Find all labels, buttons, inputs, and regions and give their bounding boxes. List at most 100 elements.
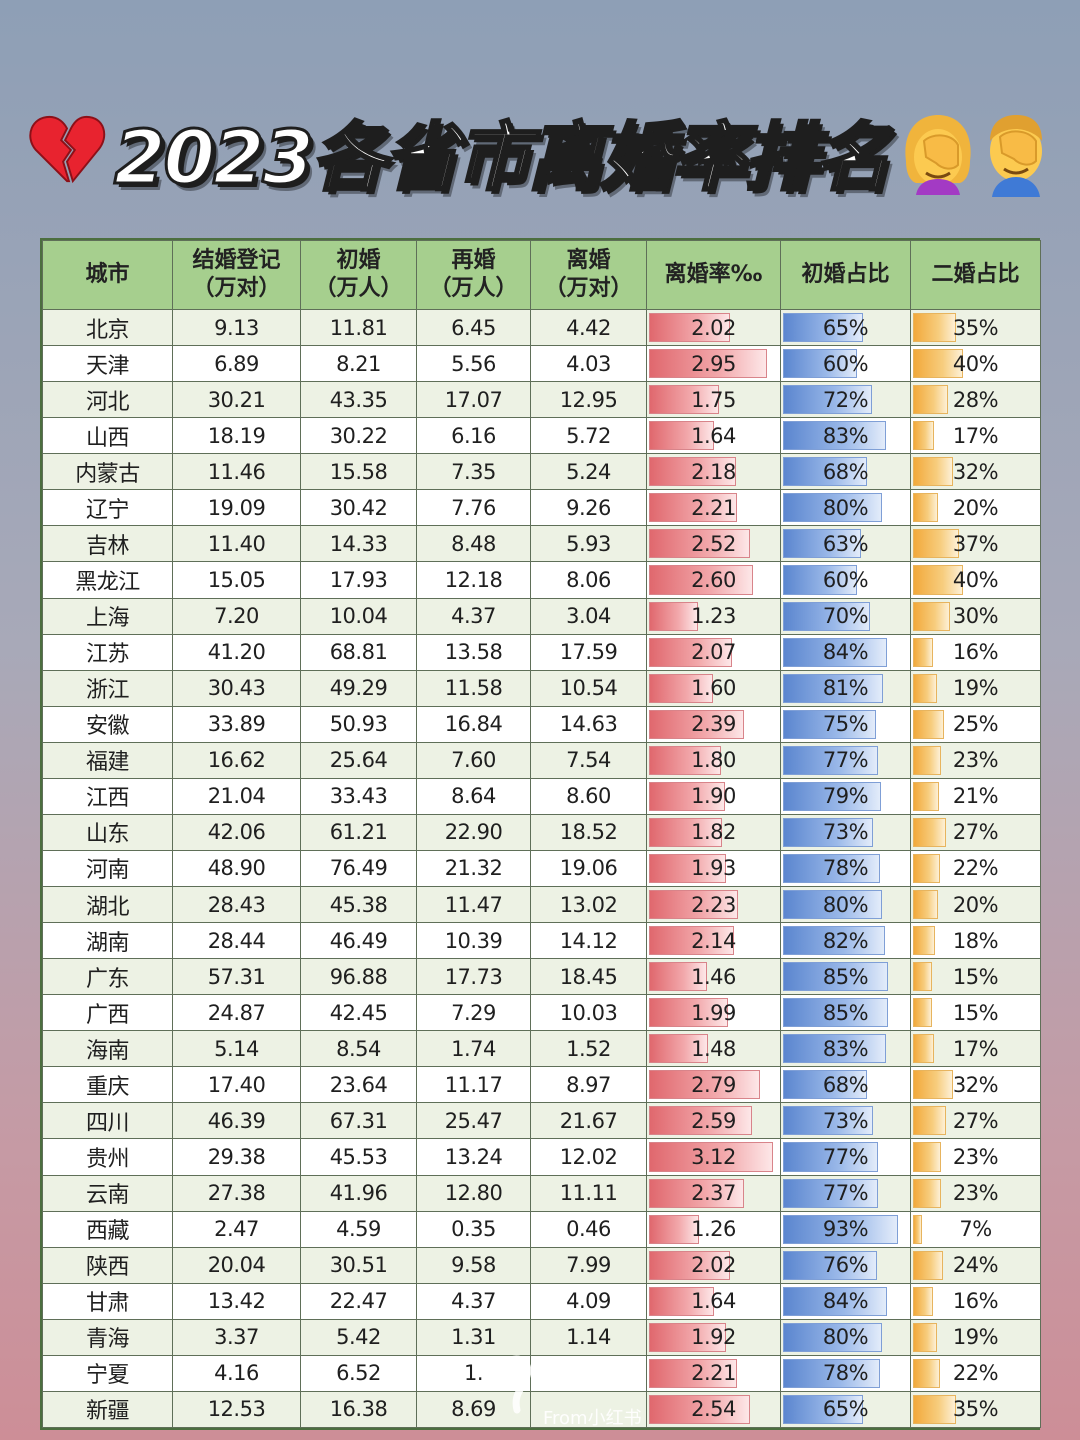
bar-value: 2.21 (691, 1361, 736, 1386)
bar-value: 63% (822, 531, 869, 556)
divorce-rate-cell: 2.52 (646, 525, 781, 563)
rate-bar (649, 1250, 730, 1280)
table-row: 北京 9.13 11.81 6.45 4.42 2.02 65% 35% (42, 308, 1041, 347)
first-marriage-share-cell: 81% (780, 669, 911, 707)
remarriage-cell: 5.56 (416, 345, 531, 383)
remarriage-share-cell: 20% (910, 885, 1041, 924)
table-row: 浙江 30.43 49.29 11.58 10.54 1.60 81% 19% (42, 669, 1041, 707)
first-share-bar (783, 601, 870, 631)
first-marriage-cell: 50.93 (300, 705, 417, 743)
remarriage-share-cell: 17% (910, 1030, 1041, 1068)
first-share-bar (783, 709, 876, 739)
first-marriage-share-cell: 73% (780, 813, 911, 851)
city-cell: 内蒙古 (42, 453, 173, 491)
city-cell: 吉林 (42, 525, 173, 563)
divorce-cell: 5.24 (530, 453, 647, 491)
bar-value: 73% (822, 820, 869, 845)
second-share-bar (913, 1394, 957, 1424)
bar-value: 82% (822, 928, 869, 953)
city-cell: 宁夏 (42, 1354, 173, 1392)
city-cell: 陕西 (42, 1246, 173, 1284)
first-share-bar (783, 529, 862, 559)
first-marriage-share-cell: 68% (780, 1066, 911, 1104)
bar-value: 2.07 (691, 640, 736, 665)
first-marriage-cell: 30.42 (300, 489, 417, 527)
title-bar: 2023各省市离婚率排名 (0, 96, 1080, 206)
marriage-cell: 6.89 (172, 345, 301, 383)
header-cell: 离婚 （万对） (530, 240, 647, 310)
remarriage-share-cell: 32% (910, 1066, 1041, 1104)
second-share-bar (913, 601, 951, 631)
bar-value: 2.39 (691, 712, 736, 737)
second-share-bar (913, 637, 933, 667)
marriage-cell: 29.38 (172, 1138, 301, 1176)
bar-value: 1.99 (691, 1000, 736, 1025)
first-marriage-cell: 17.93 (300, 561, 417, 599)
city-cell: 江苏 (42, 633, 173, 671)
first-share-bar (783, 1106, 874, 1136)
first-share-bar (783, 421, 886, 451)
marriage-cell: 11.46 (172, 453, 301, 491)
rate-bar (649, 890, 738, 920)
city-cell: 海南 (42, 1030, 173, 1068)
city-cell: 广东 (42, 958, 173, 996)
header-unit: （万人） (314, 276, 403, 301)
bar-value: 80% (822, 892, 869, 917)
divorce-rate-cell: 1.92 (646, 1318, 781, 1356)
first-share-bar (783, 565, 858, 595)
remarriage-cell: 9.58 (416, 1246, 531, 1284)
table-header-row: 城市 结婚登记 （万对） 初婚 （万人） 再婚 （万人） 离婚 （万对） 离婚率‰ 初婚占比 二婚占比 (42, 240, 1041, 310)
first-marriage-cell: 11.81 (300, 308, 417, 347)
remarriage-cell: 7.60 (416, 741, 531, 779)
remarriage-share-cell: 23% (910, 741, 1041, 779)
first-share-bar (783, 926, 885, 956)
header-cell: 离婚率‰ (646, 240, 781, 310)
table-row: 吉林 11.40 14.33 8.48 5.93 2.52 63% 37% (42, 525, 1041, 563)
bar-value: 1.80 (691, 748, 736, 773)
first-share-bar (783, 1322, 883, 1352)
first-share-bar (783, 781, 881, 811)
first-share-bar (783, 637, 888, 667)
divorce-rate-cell: 2.39 (646, 705, 781, 743)
bar-value: 70% (822, 604, 869, 629)
table-row: 天津 6.89 8.21 5.56 4.03 2.95 60% 40% (42, 345, 1041, 383)
divorce-rate-cell: 2.60 (646, 561, 781, 599)
rate-bar (649, 781, 725, 811)
divorce-rate-cell: 2.18 (646, 453, 781, 491)
header-cell: 初婚占比 (780, 240, 911, 310)
divorce-rate-cell: 1.60 (646, 669, 781, 707)
table-row: 山东 42.06 61.21 22.90 18.52 1.82 73% 27% (42, 813, 1041, 851)
city-cell: 山西 (42, 417, 173, 455)
bar-value: 1.92 (691, 1325, 736, 1350)
bar-value: 60% (822, 351, 869, 376)
first-share-bar (783, 313, 864, 343)
bar-value: 1.48 (691, 1036, 736, 1061)
divorce-cell: 12.95 (530, 381, 647, 419)
divorce-cell: 14.12 (530, 922, 647, 960)
bar-value: 1.64 (691, 1289, 736, 1314)
divorce-rate-cell: 2.59 (646, 1102, 781, 1140)
divorce-rate-cell: 1.23 (646, 597, 781, 635)
marriage-cell: 15.05 (172, 561, 301, 599)
first-marriage-cell: 30.22 (300, 417, 417, 455)
table-row: 江西 21.04 33.43 8.64 8.60 1.90 79% 21% (42, 777, 1041, 815)
rate-bar (649, 529, 750, 559)
marriage-cell: 2.47 (172, 1210, 301, 1248)
header-cell: 初婚 （万人） (300, 240, 417, 310)
rate-bar (649, 1358, 738, 1388)
divorce-cell: 13.02 (530, 885, 647, 924)
remarriage-cell: 0.35 (416, 1210, 531, 1248)
bar-value: 22% (952, 1361, 999, 1386)
rate-bar (649, 1286, 715, 1316)
remarriage-share-cell: 40% (910, 345, 1041, 383)
divorce-cell: 9.26 (530, 489, 647, 527)
marriage-cell: 41.20 (172, 633, 301, 671)
table-row: 湖南 28.44 46.49 10.39 14.12 2.14 82% 18% (42, 922, 1041, 960)
remarriage-cell: 11.58 (416, 669, 531, 707)
header-label: 再婚 (451, 248, 496, 273)
table-row: 河南 48.90 76.49 21.32 19.06 1.93 78% 22% (42, 849, 1041, 888)
divorce-cell: 12.02 (530, 1138, 647, 1176)
divorce-cell: 4.42 (530, 308, 647, 347)
rate-bar (649, 1178, 744, 1208)
remarriage-share-cell: 35% (910, 308, 1041, 347)
